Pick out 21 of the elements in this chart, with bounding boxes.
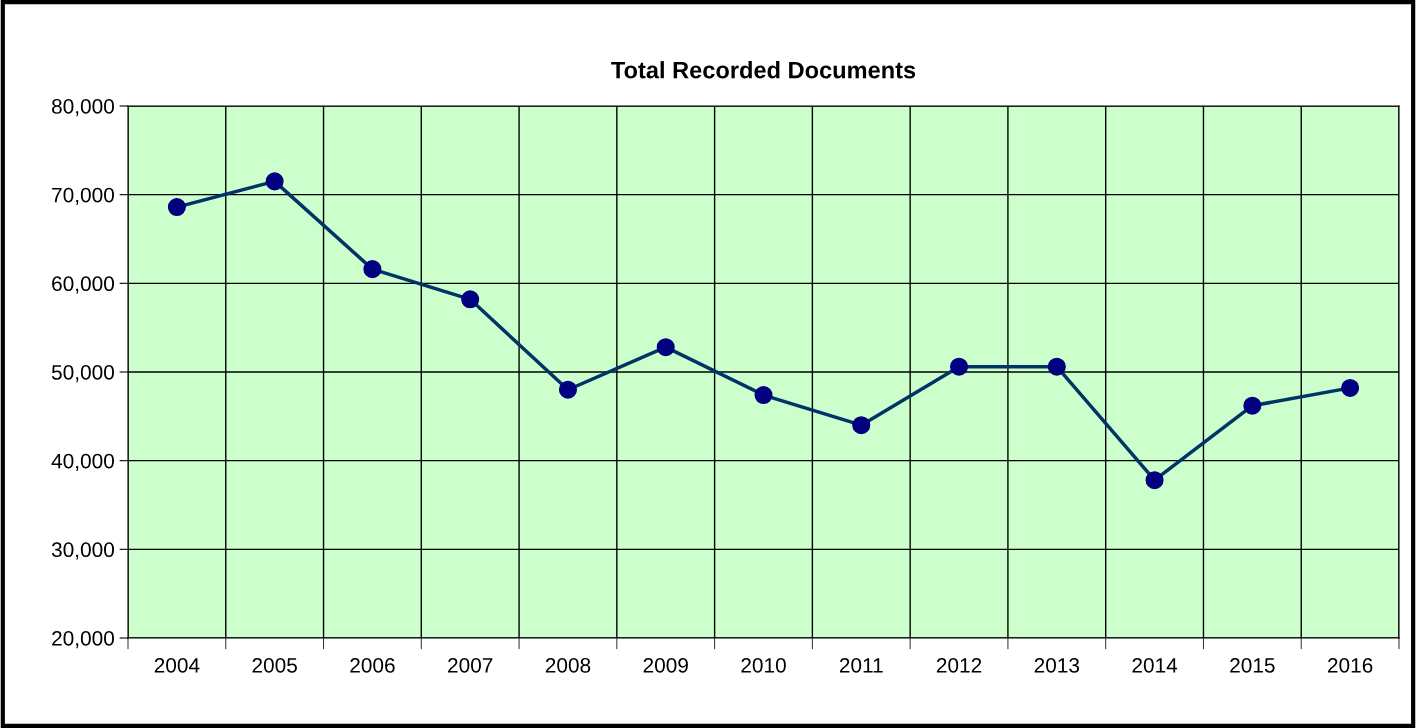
y-tick-label: 80,000 (52, 99, 114, 117)
x-tick-label: 2015 (1230, 657, 1275, 673)
y-tick-label: 60,000 (52, 276, 114, 294)
x-tick-label: 2013 (1034, 657, 1080, 673)
x-tick-label: 2014 (1132, 657, 1178, 673)
x-tick-label: 2010 (741, 657, 786, 673)
x-tick-label: 2005 (252, 657, 297, 673)
x-tick-label: 2008 (545, 657, 591, 673)
y-tick-label: 20,000 (52, 631, 114, 649)
y-tick-label: 70,000 (52, 187, 114, 205)
chart-title: Total Recorded Documents (611, 61, 916, 79)
y-tick-label: 30,000 (51, 542, 114, 560)
x-tick-label: 2006 (350, 657, 395, 673)
x-tick-label: 2004 (154, 657, 200, 673)
x-tick-label: 2016 (1327, 657, 1373, 673)
x-tick-label: 2009 (643, 657, 688, 673)
y-tick-label: 40,000 (51, 453, 114, 471)
x-tick-label: 2011 (839, 657, 883, 673)
y-tick-label: 50,000 (51, 365, 114, 383)
x-tick-label: 2012 (936, 657, 982, 673)
x-tick-label: 2007 (448, 657, 493, 673)
